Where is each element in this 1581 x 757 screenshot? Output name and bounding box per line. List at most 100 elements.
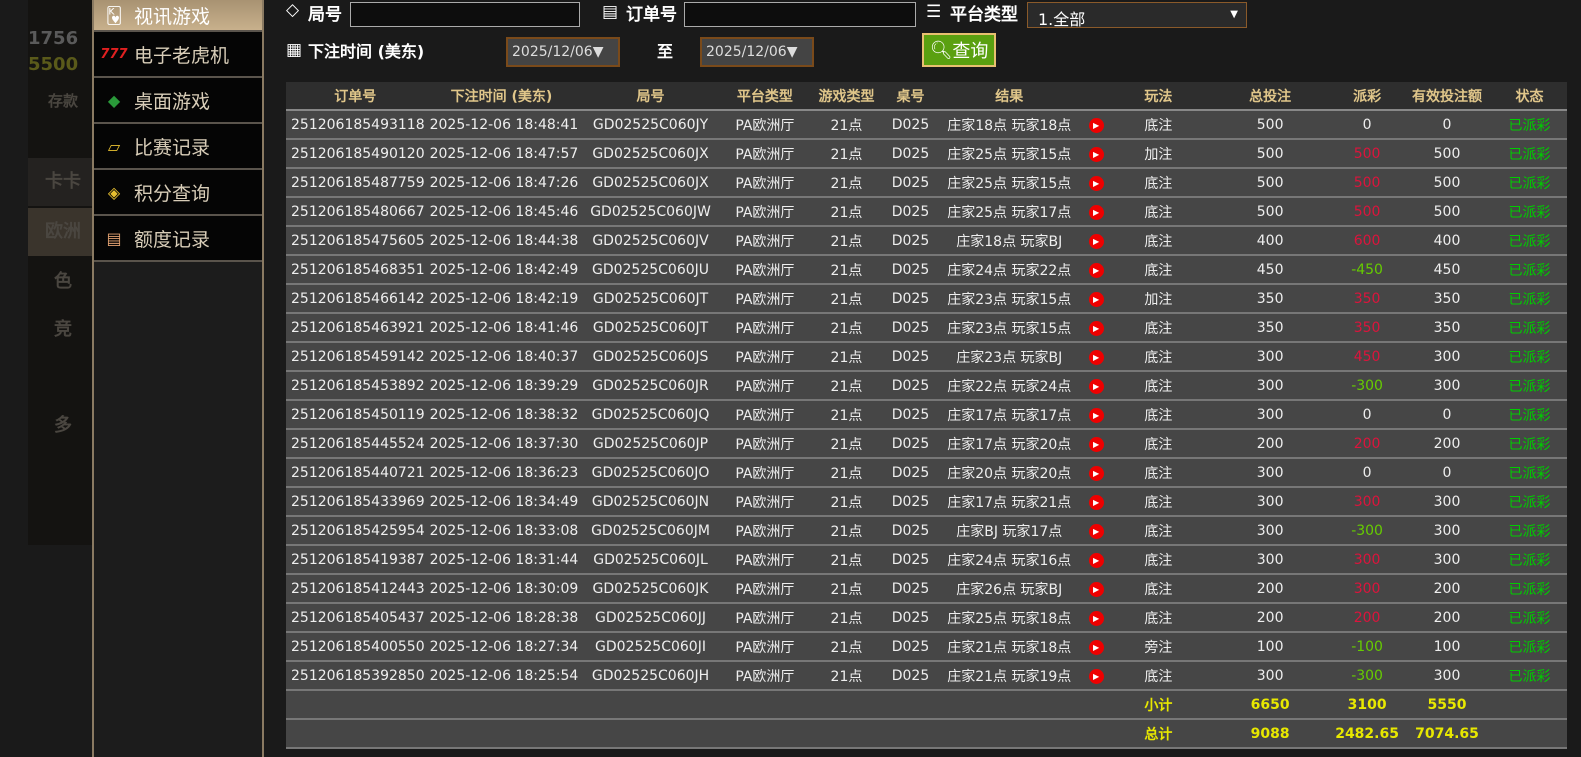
status: 已派彩 bbox=[1492, 458, 1567, 488]
status: 已派彩 bbox=[1492, 661, 1567, 691]
valid-bet: 500 bbox=[1401, 139, 1493, 169]
payout: 0 bbox=[1332, 110, 1402, 140]
total-bet: 350 bbox=[1207, 284, 1333, 314]
bg-menu-item: 色 bbox=[54, 271, 72, 292]
bet-time: 2025-12-06 18:34:49 bbox=[424, 487, 579, 517]
summary-cell bbox=[1492, 719, 1567, 749]
menu-item-slots[interactable]: 777 电子老虎机 bbox=[94, 32, 262, 78]
round-input[interactable] bbox=[350, 2, 580, 27]
order-number: 251206185493118 bbox=[286, 110, 425, 140]
valid-bet: 0 bbox=[1401, 458, 1493, 488]
menu-item-table-games[interactable]: ◆ 桌面游戏 bbox=[94, 78, 262, 124]
table-number: D025 bbox=[885, 110, 936, 140]
order-number: 251206185468351 bbox=[286, 255, 425, 285]
chevron-down-icon: ▼ bbox=[1230, 9, 1238, 20]
table-number: D025 bbox=[885, 574, 936, 604]
bet-records-table: 订单号 下注时间 (美东) 局号 平台类型 游戏类型 桌号 结果 玩法 总投注 派彩 有效投注额 状态… bbox=[286, 82, 1567, 749]
status: 已派彩 bbox=[1492, 429, 1567, 459]
platform-select[interactable]: 1.全部 ▼ bbox=[1027, 2, 1247, 29]
date-to-picker[interactable]: 2025/12/06▼ bbox=[700, 37, 814, 67]
query-button[interactable]: 🔍︎ 查询 bbox=[922, 33, 996, 67]
play-video-button[interactable]: ▶ bbox=[1083, 313, 1109, 343]
order-input[interactable] bbox=[684, 2, 916, 27]
play-type: 底注 bbox=[1108, 400, 1208, 430]
play-video-button[interactable]: ▶ bbox=[1083, 110, 1109, 140]
play-video-button[interactable]: ▶ bbox=[1083, 458, 1109, 488]
play-video-button[interactable]: ▶ bbox=[1083, 603, 1109, 633]
bet-time: 2025-12-06 18:40:37 bbox=[424, 342, 579, 372]
menu-item-match-records[interactable]: ▱ 比赛记录 bbox=[94, 124, 262, 170]
game-type: 21点 bbox=[807, 516, 886, 546]
play-type: 底注 bbox=[1108, 545, 1208, 575]
play-type: 底注 bbox=[1108, 458, 1208, 488]
play-video-button[interactable]: ▶ bbox=[1083, 139, 1109, 169]
play-video-button[interactable]: ▶ bbox=[1083, 632, 1109, 662]
table-row: 251206185463921 2025-12-06 18:41:46 GD0252… bbox=[286, 313, 1567, 343]
table-row: 251206185453892 2025-12-06 18:39:29 GD0252… bbox=[286, 371, 1567, 401]
status: 已派彩 bbox=[1492, 487, 1567, 517]
play-video-button[interactable]: ▶ bbox=[1083, 429, 1109, 459]
valid-bet: 300 bbox=[1401, 545, 1493, 575]
play-type: 底注 bbox=[1108, 603, 1208, 633]
menu-item-points[interactable]: ◈ 积分查询 bbox=[94, 170, 262, 216]
play-video-button[interactable]: ▶ bbox=[1083, 255, 1109, 285]
play-video-button[interactable]: ▶ bbox=[1083, 516, 1109, 546]
table-row: 251206185450119 2025-12-06 18:38:32 GD0252… bbox=[286, 400, 1567, 430]
play-icon: ▶ bbox=[1088, 234, 1104, 249]
document-icon: ▤ bbox=[106, 228, 122, 248]
deposit-link[interactable]: 存款 bbox=[47, 92, 78, 110]
status: 已派彩 bbox=[1492, 632, 1567, 662]
result: 庄家18点 玩家BJ bbox=[935, 226, 1084, 256]
column-header: 状态 bbox=[1492, 82, 1567, 111]
payout: 500 bbox=[1332, 197, 1402, 227]
play-video-button[interactable]: ▶ bbox=[1083, 661, 1109, 691]
play-icon: ▶ bbox=[1088, 176, 1104, 191]
status: 已派彩 bbox=[1492, 284, 1567, 314]
table-row: 251206185419387 2025-12-06 18:31:44 GD0252… bbox=[286, 545, 1567, 575]
result: 庄家25点 玩家15点 bbox=[935, 168, 1084, 198]
total-bet: 500 bbox=[1207, 197, 1333, 227]
play-video-button[interactable]: ▶ bbox=[1083, 226, 1109, 256]
payout: -300 bbox=[1332, 516, 1402, 546]
round-number: GD02525C060JP bbox=[578, 429, 723, 459]
round-number: GD02525C060JM bbox=[578, 516, 723, 546]
play-video-button[interactable]: ▶ bbox=[1083, 284, 1109, 314]
payout: -100 bbox=[1332, 632, 1402, 662]
play-video-button[interactable]: ▶ bbox=[1083, 197, 1109, 227]
valid-bet: 200 bbox=[1401, 429, 1493, 459]
platform: PA欧洲厅 bbox=[722, 139, 808, 169]
calendar-icon: ▦ bbox=[286, 40, 303, 60]
game-type: 21点 bbox=[807, 661, 886, 691]
play-video-button[interactable]: ▶ bbox=[1083, 371, 1109, 401]
menu-item-live-games[interactable]: 🂾 视讯游戏 bbox=[94, 0, 262, 32]
bet-time: 2025-12-06 18:41:46 bbox=[424, 313, 579, 343]
play-type: 底注 bbox=[1108, 371, 1208, 401]
result: 庄家23点 玩家15点 bbox=[935, 284, 1084, 314]
bg-menu-item: 竞 bbox=[54, 319, 72, 340]
round-number: GD02525C060JX bbox=[578, 168, 723, 198]
bet-time: 2025-12-06 18:27:34 bbox=[424, 632, 579, 662]
play-type: 底注 bbox=[1108, 516, 1208, 546]
column-header: 派彩 bbox=[1332, 82, 1402, 111]
bet-time: 2025-12-06 18:39:29 bbox=[424, 371, 579, 401]
play-video-button[interactable]: ▶ bbox=[1083, 487, 1109, 517]
menu-item-credit-records[interactable]: ▤ 额度记录 bbox=[94, 216, 262, 262]
platform-value: 1.全部 bbox=[1038, 10, 1086, 29]
game-type: 21点 bbox=[807, 574, 886, 604]
play-video-button[interactable]: ▶ bbox=[1083, 400, 1109, 430]
total-bet: 300 bbox=[1207, 458, 1333, 488]
play-video-button[interactable]: ▶ bbox=[1083, 545, 1109, 575]
summary-cell bbox=[424, 690, 579, 720]
play-type: 加注 bbox=[1108, 284, 1208, 314]
order-number: 251206185412443 bbox=[286, 574, 425, 604]
date-from-picker[interactable]: 2025/12/06▼ bbox=[506, 37, 620, 67]
order-number: 251206185459142 bbox=[286, 342, 425, 372]
platform: PA欧洲厅 bbox=[722, 110, 808, 140]
summary-cell bbox=[578, 690, 723, 720]
play-video-button[interactable]: ▶ bbox=[1083, 342, 1109, 372]
play-video-button[interactable]: ▶ bbox=[1083, 574, 1109, 604]
total-bet: 300 bbox=[1207, 400, 1333, 430]
play-icon: ▶ bbox=[1088, 495, 1104, 510]
play-video-button[interactable]: ▶ bbox=[1083, 168, 1109, 198]
table-number: D025 bbox=[885, 429, 936, 459]
